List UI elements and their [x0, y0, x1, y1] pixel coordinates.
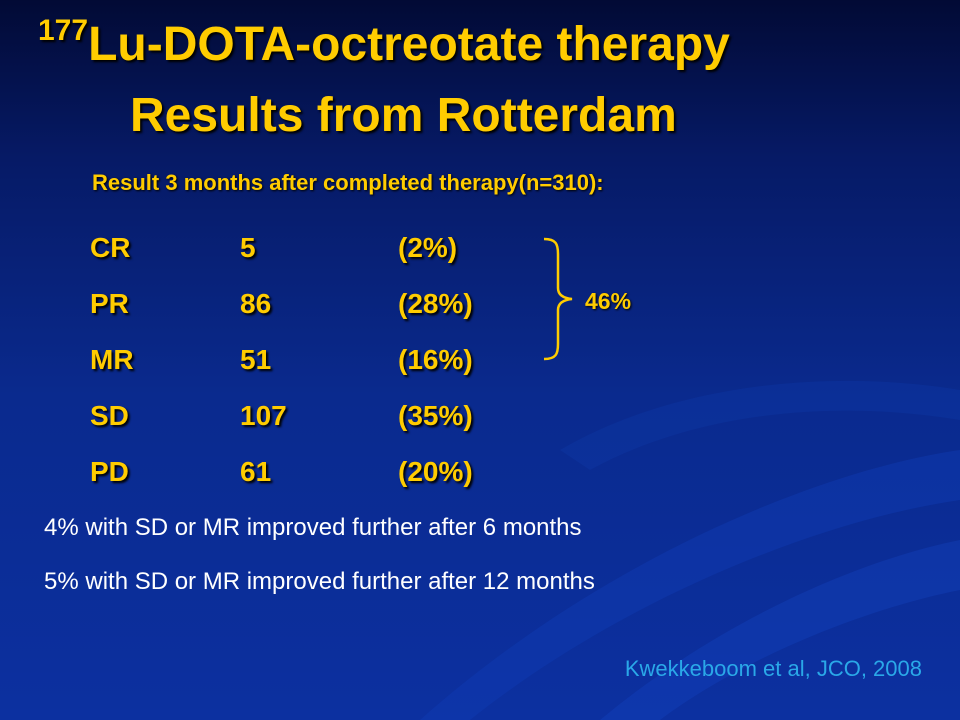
note-6-months: 4% with SD or MR improved further after …: [44, 514, 582, 541]
result-percent: (28%): [398, 288, 473, 319]
result-label: CR: [90, 232, 131, 263]
result-count: 51: [240, 344, 272, 375]
result-label: PD: [90, 456, 129, 487]
slide-title-line1: 177Lu-DOTA-octreotate therapy: [38, 14, 960, 72]
result-label: PR: [90, 288, 129, 319]
results-subtitle: Result 3 months after completed therapy(…: [92, 170, 604, 195]
result-count: 86: [240, 288, 272, 319]
result-percent: (2%): [398, 232, 458, 263]
result-percent: (35%): [398, 400, 473, 431]
isotope-superscript: 177: [38, 14, 89, 47]
curly-brace-icon: [543, 237, 573, 361]
result-percent: (20%): [398, 456, 473, 487]
result-percent: (16%): [398, 344, 473, 375]
note-12-months: 5% with SD or MR improved further after …: [44, 568, 595, 595]
title-text: Lu-DOTA-octreotate therapy: [88, 18, 730, 71]
combined-response-label: 46%: [585, 288, 632, 314]
result-count: 5: [240, 232, 256, 263]
result-label: MR: [90, 344, 134, 375]
result-label: SD: [90, 400, 129, 431]
result-count: 61: [240, 456, 272, 487]
citation-reference: Kwekkeboom et al, JCO, 2008: [624, 656, 922, 681]
slide-title-line2: Results from Rotterdam: [130, 89, 677, 142]
result-count: 107: [240, 400, 287, 431]
